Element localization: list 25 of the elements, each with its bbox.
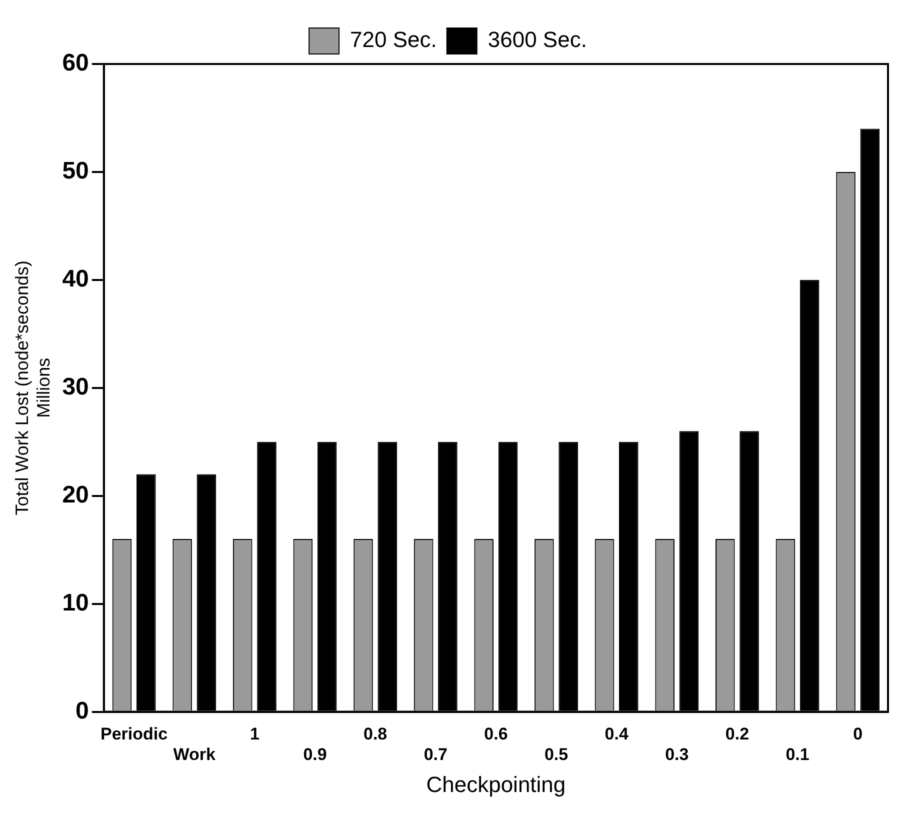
y-tick-label: 30: [62, 374, 89, 401]
x-tick-label: 0.6: [484, 724, 508, 744]
y-tick-label: 60: [62, 50, 89, 77]
y-axis-title: Total Work Lost (node*seconds): [12, 260, 32, 516]
x-tick-label: 0.7: [424, 745, 448, 764]
legend-label: 720 Sec.: [350, 27, 437, 52]
x-tick-label: 0.3: [665, 745, 689, 764]
x-axis-title: Checkpointing: [426, 772, 566, 797]
x-tick-label: 0.2: [725, 724, 750, 744]
x-tick-label: 0.5: [544, 745, 568, 764]
text: Millions: [33, 358, 54, 418]
x-tick-label: Work: [173, 745, 216, 764]
y-tick-label: 50: [62, 158, 89, 185]
x-tick-label: 0.1: [786, 745, 810, 764]
x-tick-label: Periodic: [100, 724, 168, 744]
y-tick-label: 0: [76, 697, 89, 724]
y-tick-label: 40: [62, 266, 89, 293]
x-tick-label: 0: [853, 724, 863, 744]
x-tick-label: 1: [250, 724, 260, 744]
x-tick-label: 0.9: [303, 745, 327, 764]
y-tick-label: 10: [62, 589, 89, 616]
legend-label: 3600 Sec.: [488, 27, 587, 52]
x-tick-label: 0.4: [604, 724, 629, 744]
x-tick-label: 0.8: [363, 724, 388, 744]
y-tick-label: 20: [62, 481, 89, 508]
